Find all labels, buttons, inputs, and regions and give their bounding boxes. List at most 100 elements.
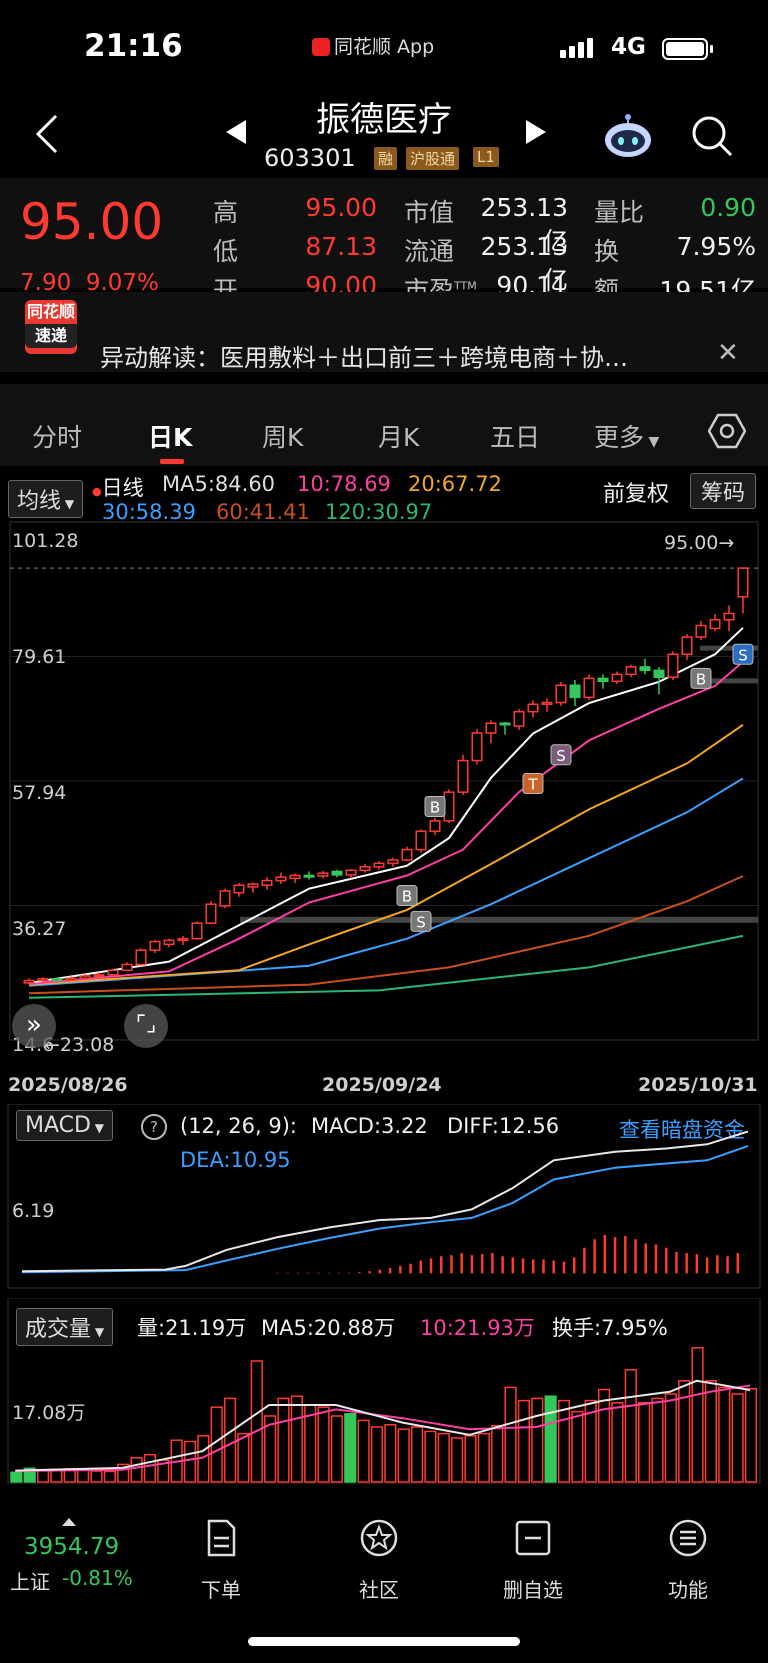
date-start: 2025/08/26 <box>8 1074 128 1096</box>
ma-line-ma60 <box>28 875 744 995</box>
nav-remove-watchlist-label: 删自选 <box>503 1578 563 1602</box>
vr-value: 0.90 <box>700 193 756 222</box>
tab-weekly-k[interactable]: 周K <box>262 423 304 452</box>
battery-icon <box>662 38 708 60</box>
candle-body <box>121 963 133 971</box>
turnover-label: 换 <box>594 237 620 266</box>
search-icon[interactable] <box>690 114 734 158</box>
ma-selector-label: 均线 <box>17 489 62 514</box>
macd-selector[interactable]: MACD ▼ <box>16 1110 113 1141</box>
legend-title-text: 日线 <box>101 476 144 500</box>
chevron-down-icon: ▼ <box>91 1325 105 1339</box>
nav-community[interactable]: 社区 <box>334 1518 424 1603</box>
signal-marker <box>424 796 446 818</box>
low-value: 87.13 <box>305 232 377 261</box>
candle-body <box>709 619 721 630</box>
volume-ma10: 10:21.93万 <box>420 1316 535 1340</box>
ma-selector[interactable]: 均线 ▼ <box>8 480 84 518</box>
connect-tag: 沪股通 <box>406 147 460 170</box>
news-bar[interactable] <box>0 292 768 372</box>
float-label: 流通 <box>404 237 455 266</box>
candle-body <box>331 870 343 876</box>
volume-bar <box>223 1397 237 1483</box>
candle-body <box>107 969 119 976</box>
volume-bar <box>664 1393 677 1483</box>
candle-body <box>695 624 707 638</box>
legend-ma10: 10:78.69 <box>297 472 391 496</box>
app-logo-icon <box>312 38 330 56</box>
robot-assistant-icon[interactable] <box>602 112 654 160</box>
settings-hexagon-icon[interactable] <box>708 412 746 450</box>
nav-order[interactable]: 下单 <box>176 1518 266 1603</box>
volume-bar <box>531 1397 544 1483</box>
mcap-label: 市值 <box>404 198 455 227</box>
index-value[interactable]: 3954.79 <box>24 1534 120 1560</box>
tab-daily-k[interactable]: 日K <box>148 423 193 452</box>
legend-ma120: 120:30.97 <box>325 500 433 524</box>
candle-body <box>345 869 357 876</box>
adjust-mode[interactable]: 前复权 <box>603 482 670 507</box>
volume-bar <box>731 1393 744 1483</box>
chevron-down-icon: ▼ <box>61 497 75 511</box>
volume-bar <box>344 1413 357 1483</box>
legend-dot-icon: ● <box>92 485 102 498</box>
change-value: 7.90 <box>20 270 72 296</box>
macd-frame <box>7 1104 761 1289</box>
signal-label: B <box>402 888 412 906</box>
news-text[interactable]: 异动解读：医用敷料＋出口前三＋跨境电商＋协… <box>100 344 628 372</box>
volume-bar <box>117 1463 130 1483</box>
status-app-label[interactable]: 同花顺 App <box>312 32 434 59</box>
candle-body <box>289 874 301 880</box>
tab-active-underline <box>160 459 184 464</box>
signal-label: S <box>416 913 426 931</box>
volume-bar <box>704 1380 718 1483</box>
volume-bar <box>691 1347 704 1483</box>
news-close-icon[interactable]: ✕ <box>717 338 739 368</box>
candle-body <box>499 722 511 726</box>
signal-icon <box>560 38 593 58</box>
nav-remove-watchlist[interactable]: 删自选 <box>488 1518 578 1603</box>
candle-body <box>555 684 567 704</box>
candle-body <box>597 677 609 683</box>
candle-body <box>359 866 371 872</box>
volume-selector[interactable]: 成交量 ▼ <box>16 1308 114 1346</box>
tab-more[interactable]: 更多 ▼ <box>594 418 659 454</box>
candle-body <box>79 975 91 980</box>
menu-circle-icon <box>669 1519 707 1557</box>
chips-button[interactable]: 筹码 <box>690 473 757 509</box>
candle-body <box>737 567 749 598</box>
fullscreen-icon[interactable]: ⌜⌟ <box>124 1004 168 1048</box>
volume-bar <box>678 1380 691 1483</box>
news-logo: 同花顺 速递 <box>25 300 77 354</box>
volume-bar <box>237 1432 250 1483</box>
low-marker: ←23.08 <box>44 1034 115 1056</box>
candle-body <box>471 732 483 762</box>
volume-bar <box>611 1402 624 1483</box>
candle-body <box>513 710 525 727</box>
volume-bar <box>584 1399 597 1483</box>
tab-monthly-k[interactable]: 月K <box>378 423 420 452</box>
volume-chart <box>7 1298 761 1484</box>
candle-body <box>625 666 637 676</box>
tab-five-day[interactable]: 五日 <box>490 423 541 452</box>
candle-body <box>51 978 63 982</box>
candle-body <box>611 673 623 683</box>
candle-body <box>527 703 539 713</box>
candle-body <box>401 848 413 861</box>
last-price: 95.00 <box>20 193 164 251</box>
prev-stock-button[interactable] <box>226 120 246 144</box>
news-logo-bottom: 速递 <box>25 324 77 348</box>
candle-body <box>23 979 35 984</box>
candle-body <box>415 830 427 851</box>
signal-label: S <box>556 747 566 765</box>
next-stock-button[interactable] <box>526 120 546 144</box>
chevron-down-icon: ▼ <box>90 1121 104 1135</box>
expand-left-icon[interactable]: » <box>12 1004 56 1048</box>
volume-bar <box>384 1424 397 1483</box>
macd-help-icon[interactable]: ? <box>141 1114 167 1140</box>
back-arrow-icon[interactable] <box>32 112 66 156</box>
volume-selector-label: 成交量 <box>25 1317 92 1342</box>
tab-intraday[interactable]: 分时 <box>32 423 83 452</box>
nav-functions[interactable]: 功能 <box>643 1518 733 1603</box>
